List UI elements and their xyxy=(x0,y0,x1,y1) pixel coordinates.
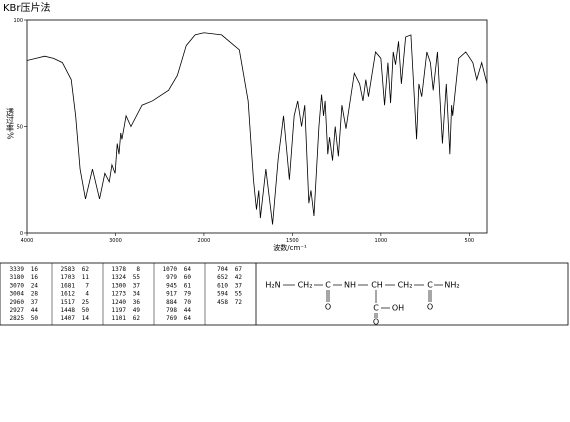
peak-wavenumber: 945 xyxy=(166,282,177,289)
x-tick-label: 4000 xyxy=(21,238,34,244)
atom: O xyxy=(325,303,331,312)
atom: H₂N xyxy=(265,281,280,290)
peak-wavenumber: 458 xyxy=(217,299,228,306)
peak-transmittance: 64 xyxy=(184,266,192,273)
peak-wavenumber: 1703 xyxy=(61,274,76,281)
peak-wavenumber: 1324 xyxy=(112,274,127,281)
peak-transmittance: 8 xyxy=(136,266,140,273)
atom: NH xyxy=(344,281,356,290)
x-tick-label: 3000 xyxy=(109,238,122,244)
chart-title: KBr压片法 xyxy=(3,1,51,14)
atom: C xyxy=(325,281,331,290)
peak-transmittance: 4 xyxy=(85,291,89,298)
peak-transmittance: 16 xyxy=(31,266,39,273)
peak-wavenumber: 1300 xyxy=(112,282,127,289)
peak-wavenumber: 917 xyxy=(166,291,177,298)
peak-wavenumber: 798 xyxy=(166,307,177,314)
peak-transmittance: 42 xyxy=(235,274,243,281)
peak-wavenumber: 2583 xyxy=(61,266,76,273)
atom: CH₂ xyxy=(298,281,313,290)
table-frame xyxy=(0,262,569,326)
peak-transmittance: 11 xyxy=(82,274,90,281)
peak-wavenumber: 1070 xyxy=(163,266,178,273)
peak-wavenumber: 1273 xyxy=(112,291,127,298)
peak-wavenumber: 3004 xyxy=(10,291,25,298)
peak-transmittance: 16 xyxy=(31,274,39,281)
x-tick-label: 500 xyxy=(465,238,475,244)
peak-transmittance: 62 xyxy=(82,266,90,273)
peak-wavenumber: 2825 xyxy=(10,315,25,322)
peak-wavenumber: 884 xyxy=(166,299,177,306)
peak-transmittance: 37 xyxy=(133,282,141,289)
atom: C xyxy=(427,281,433,290)
peak-transmittance: 67 xyxy=(235,266,243,273)
peak-wavenumber: 1101 xyxy=(112,315,127,322)
peak-transmittance: 64 xyxy=(184,315,192,322)
peak-wavenumber: 610 xyxy=(217,282,228,289)
peak-transmittance: 25 xyxy=(82,299,90,306)
peak-transmittance: 55 xyxy=(235,291,243,298)
peak-transmittance: 37 xyxy=(235,282,243,289)
atom: CH₂ xyxy=(398,281,413,290)
atom: CH xyxy=(371,281,383,290)
peak-transmittance: 28 xyxy=(31,291,39,298)
peak-wavenumber: 979 xyxy=(166,274,177,281)
peak-wavenumber: 3339 xyxy=(10,266,25,273)
peak-wavenumber: 1378 xyxy=(112,266,127,273)
peak-wavenumber: 769 xyxy=(166,315,177,322)
peak-wavenumber: 2960 xyxy=(10,299,25,306)
peak-transmittance: 62 xyxy=(133,315,141,322)
atom: OH xyxy=(392,304,404,313)
bonds xyxy=(283,284,443,318)
peak-transmittance: 50 xyxy=(82,307,90,314)
peak-wavenumber: 1448 xyxy=(61,307,76,314)
peak-transmittance: 34 xyxy=(133,291,141,298)
peak-wavenumber: 1197 xyxy=(112,307,127,314)
peak-transmittance: 50 xyxy=(31,315,39,322)
peak-transmittance: 14 xyxy=(82,315,90,322)
x-tick-label: 1500 xyxy=(286,238,299,244)
peak-transmittance: 44 xyxy=(31,307,39,314)
spectrum-line xyxy=(26,32,488,225)
y-tick-label: 0 xyxy=(20,231,23,237)
peak-wavenumber: 1240 xyxy=(112,299,127,306)
atom: O xyxy=(427,303,433,312)
peak-transmittance: 36 xyxy=(133,299,141,306)
peak-transmittance: 44 xyxy=(184,307,192,314)
peak-transmittance: 49 xyxy=(133,307,141,314)
peak-wavenumber: 3070 xyxy=(10,282,25,289)
atom: NH₂ xyxy=(444,281,459,290)
peak-transmittance: 55 xyxy=(133,274,141,281)
x-tick-label: 2000 xyxy=(198,238,211,244)
atom: C xyxy=(373,304,379,313)
peak-wavenumber: 2927 xyxy=(10,307,25,314)
peak-wavenumber: 1517 xyxy=(61,299,76,306)
peak-wavenumber: 652 xyxy=(217,274,228,281)
peak-transmittance: 61 xyxy=(184,282,192,289)
peak-wavenumber: 1612 xyxy=(61,291,76,298)
y-tick-label: 100 xyxy=(13,18,23,24)
y-tick-label: 50 xyxy=(17,125,23,131)
peak-wavenumber: 594 xyxy=(217,291,228,298)
plot-frame xyxy=(26,19,488,234)
peak-wavenumber: 704 xyxy=(217,266,228,273)
x-tick-label: 1000 xyxy=(374,238,387,244)
peak-transmittance: 24 xyxy=(31,282,39,289)
peak-transmittance: 72 xyxy=(235,299,243,306)
peak-transmittance: 79 xyxy=(184,291,192,298)
peak-wavenumber: 3180 xyxy=(10,274,25,281)
peak-transmittance: 60 xyxy=(184,274,192,281)
peak-transmittance: 70 xyxy=(184,299,192,306)
peak-transmittance: 37 xyxy=(31,299,39,306)
x-axis-label: 波数/cm⁻¹ xyxy=(273,243,307,252)
atom: O xyxy=(373,318,379,327)
peak-wavenumber: 1407 xyxy=(61,315,76,322)
peak-wavenumber: 1681 xyxy=(61,282,76,289)
peak-transmittance: 7 xyxy=(85,282,89,289)
y-axis-label: 透过率% xyxy=(6,108,15,140)
